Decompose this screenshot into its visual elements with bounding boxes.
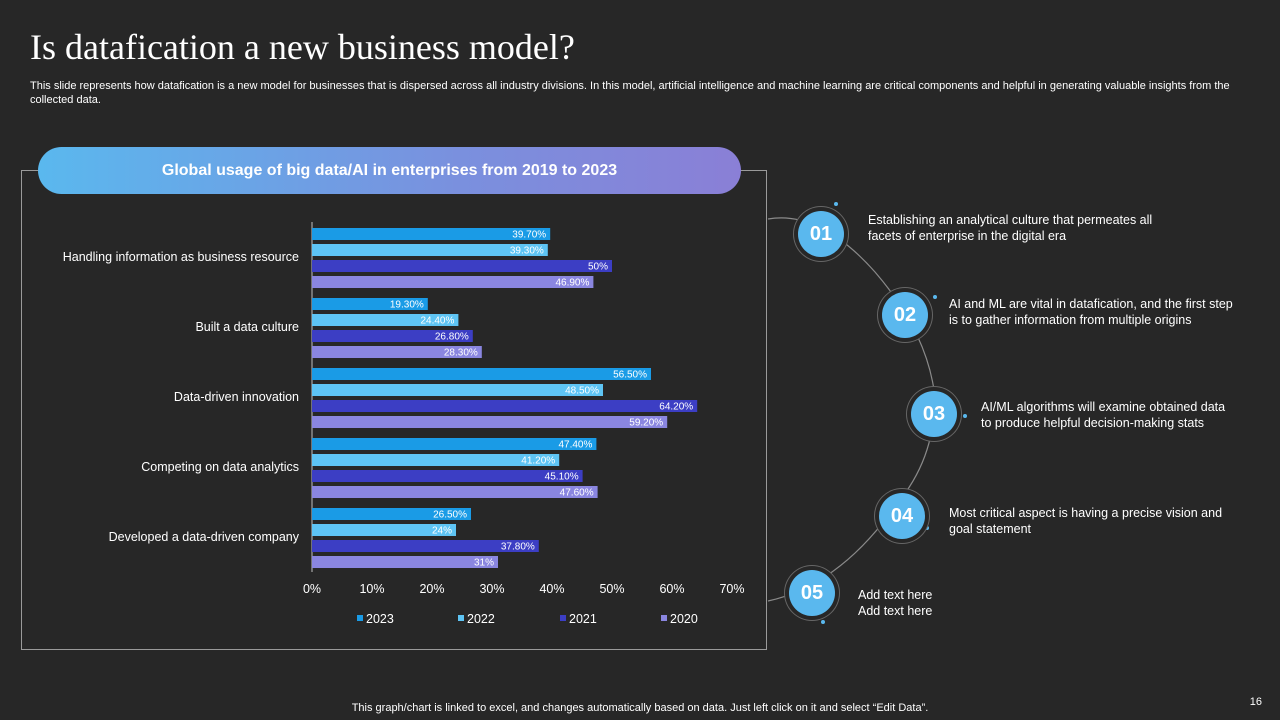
bar [312,470,583,482]
data-label: 37.80% [501,542,535,553]
data-label: 56.50% [613,370,647,381]
bar [312,228,551,240]
legend-label: 2023 [366,612,394,626]
x-tick-label: 0% [303,582,321,596]
legend-label: 2022 [467,612,495,626]
bar [312,260,612,272]
legend-swatch [357,615,363,621]
timeline-dot [834,202,838,206]
x-tick-label: 10% [359,582,384,596]
category-label: Developed a data-driven company [109,530,300,544]
bar [312,400,698,412]
category-label: Built a data culture [195,320,299,334]
step-05-badge: 05 [789,570,835,616]
step-02-text: AI and ML are vital in datafication, and… [949,297,1233,327]
step-04-badge: 04 [879,493,925,539]
timeline-curve [767,217,935,602]
category-label: Data-driven innovation [174,390,299,404]
bar [312,276,594,288]
step-01-badge: 01 [798,211,844,257]
data-label: 24.40% [420,316,454,327]
legend-swatch [661,615,667,621]
category-label: Handling information as business resourc… [63,250,299,264]
bar [312,416,668,428]
bar [312,540,539,552]
data-label: 31% [474,558,494,569]
data-label: 47.40% [558,440,592,451]
bar [312,486,598,498]
data-label: 26.80% [435,332,469,343]
bar [312,508,471,520]
data-label: 28.30% [444,348,478,359]
x-tick-label: 50% [599,582,624,596]
data-label: 26.50% [433,510,467,521]
timeline-arc [767,202,967,624]
chart-title: Global usage of big data/AI in enterpris… [38,147,741,194]
bar [312,384,603,396]
bar [312,556,498,568]
bar [312,524,456,536]
data-label: 19.30% [390,300,424,311]
x-tick-label: 70% [719,582,744,596]
data-label: 47.60% [560,488,594,499]
step-04-text: Most critical aspect is having a precise… [949,506,1223,536]
data-label: 45.10% [545,472,579,483]
bar [312,368,651,380]
data-label: 59.20% [629,418,663,429]
legend-swatch [560,615,566,621]
x-tick-label: 60% [659,582,684,596]
category-label: Competing on data analytics [141,460,299,474]
slide-title: Is datafication a new business model? [30,27,575,67]
bar [312,454,560,466]
page-number: 16 [1249,696,1262,708]
chart-footnote: This graph/chart is linked to excel, and… [351,702,929,714]
data-label: 48.50% [565,386,599,397]
data-label: 64.20% [659,402,693,413]
bar [312,244,548,256]
x-tick-label: 40% [539,582,564,596]
timeline-dot [821,620,825,624]
bar [312,298,428,310]
step-03-text: AI/ML algorithms will examine obtained d… [981,400,1226,430]
bar [312,346,482,358]
data-label: 46.90% [555,278,589,289]
slide-subtitle: This slide represents how datafication i… [30,80,1230,106]
data-label: 41.20% [521,456,555,467]
step-05-text[interactable]: Add text here Add text here [858,588,933,618]
legend-label: 2020 [670,612,698,626]
data-label: 39.70% [512,230,546,241]
bar [312,438,597,450]
bar-chart[interactable]: Handling information as business resourc… [0,0,780,700]
data-label: 50% [588,262,608,273]
step-03-badge: 03 [911,391,957,437]
data-label: 39.30% [510,246,544,257]
step-01-text: Establishing an analytical culture that … [868,213,1153,243]
x-tick-label: 20% [419,582,444,596]
data-label: 24% [432,526,452,537]
timeline-dot [925,526,929,530]
bar [312,314,459,326]
step-02-badge: 02 [882,292,928,338]
timeline-dot [933,295,937,299]
bar [312,330,473,342]
legend-swatch [458,615,464,621]
x-tick-label: 30% [479,582,504,596]
legend-label: 2021 [569,612,597,626]
timeline-dot [963,414,967,418]
